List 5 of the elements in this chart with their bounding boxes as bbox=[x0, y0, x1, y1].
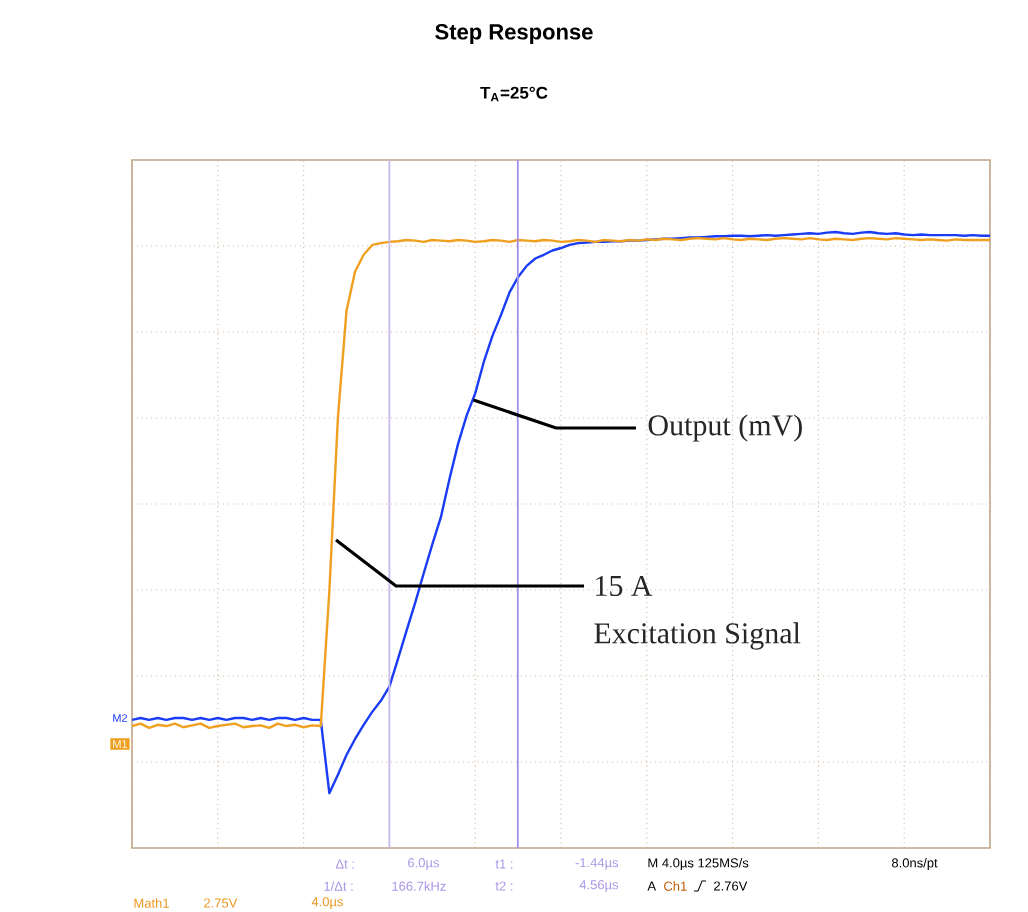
annotation: 15 A bbox=[596, 575, 653, 597]
annotation: Output (mV) bbox=[648, 414, 802, 442]
chart-subtitle: T$_{A}$=25°C bbox=[480, 86, 548, 102]
chart-title: Step Response bbox=[435, 24, 593, 44]
annotation: Excitation Signal bbox=[594, 622, 801, 650]
